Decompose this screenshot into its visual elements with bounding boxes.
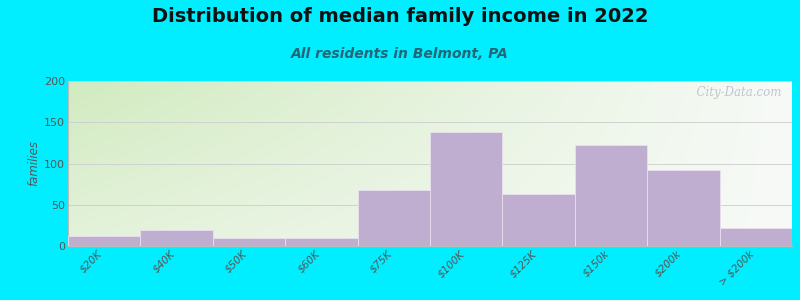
- Bar: [502, 194, 575, 246]
- Bar: [647, 170, 720, 246]
- Bar: [430, 132, 502, 246]
- Text: Distribution of median family income in 2022: Distribution of median family income in …: [152, 8, 648, 26]
- Y-axis label: families: families: [27, 140, 40, 187]
- Bar: [68, 236, 141, 246]
- Text: City-Data.com: City-Data.com: [689, 86, 781, 99]
- Bar: [213, 238, 286, 246]
- Bar: [141, 230, 213, 246]
- Bar: [720, 228, 792, 246]
- Bar: [575, 145, 647, 246]
- Text: All residents in Belmont, PA: All residents in Belmont, PA: [291, 46, 509, 61]
- Bar: [285, 238, 358, 246]
- Bar: [358, 190, 430, 246]
